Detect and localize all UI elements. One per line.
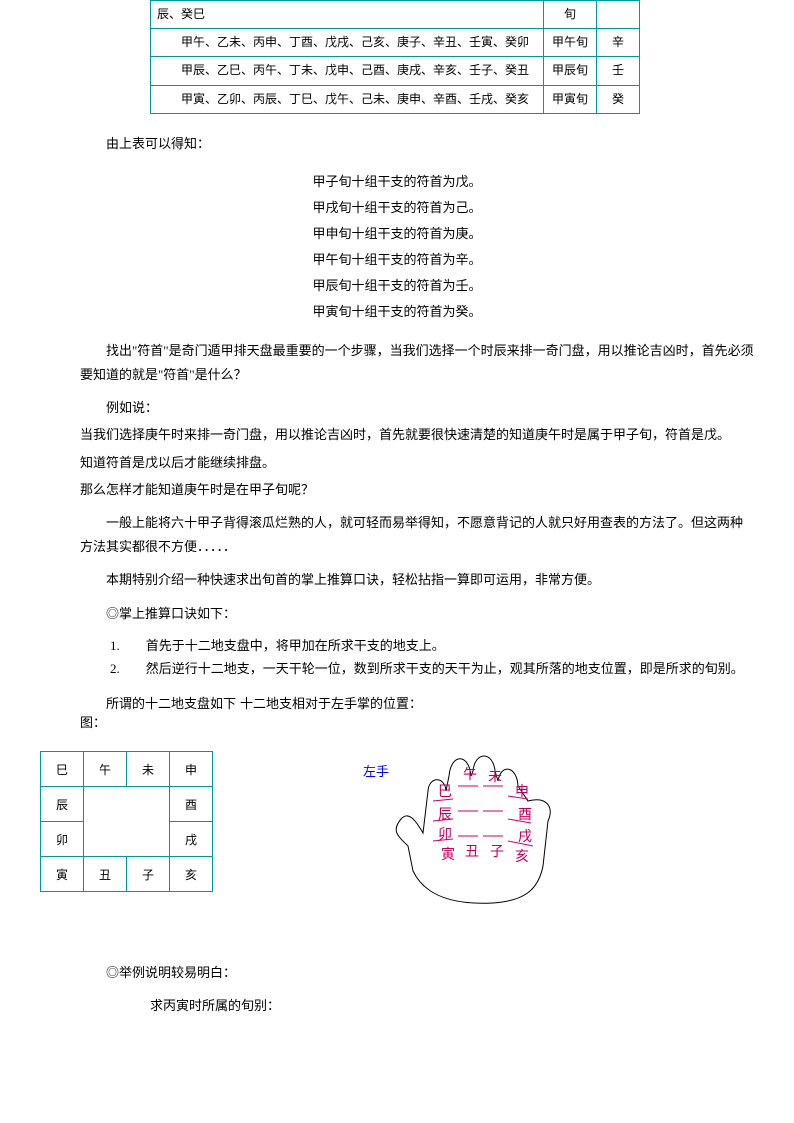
zodiac-cell: 卯: [41, 822, 84, 857]
paragraph: 当我们选择庚午时来排一奇门盘，用以推论吉凶时，首先就要很快速清楚的知道庚午时是属…: [80, 423, 754, 446]
summary-line: 甲寅旬十组干支的符首为癸。: [40, 299, 754, 325]
table-cell: 甲辰旬: [544, 57, 597, 85]
paragraph: 求丙寅时所属的旬别：: [150, 994, 754, 1017]
zodiac-cell: 丑: [84, 857, 127, 892]
paragraph: ◎掌上推算口诀如下：: [80, 602, 754, 625]
paragraph: 本期特别介绍一种快速求出旬首的掌上推算口诀，轻松拈指一算即可运用，非常方便。: [80, 568, 754, 591]
paragraph: 由上表可以得知：: [80, 132, 754, 155]
svg-text:寅: 寅: [441, 846, 455, 863]
zodiac-cell: 亥: [170, 857, 213, 892]
numbered-list: 1. 首先于十二地支盘中，将甲加在所求干支的地支上。 2. 然后逆行十二地支，一…: [110, 635, 754, 677]
center-summary: 甲子旬十组干支的符首为戊。 甲戌旬十组干支的符首为己。 甲申旬十组干支的符首为庚…: [40, 169, 754, 325]
summary-line: 甲午旬十组干支的符首为辛。: [40, 247, 754, 273]
table-cell: 甲午旬: [544, 29, 597, 57]
zodiac-cell: 午: [84, 752, 127, 787]
table-cell: 旬: [544, 1, 597, 29]
list-item: 2. 然后逆行十二地支，一天干轮一位，数到所求干支的天干为止，观其所落的地支位置…: [110, 658, 754, 677]
hand-icon: 巳 午 未 申 辰 酉 卯 戌 寅 丑 子 亥: [353, 741, 613, 921]
table-cell: 甲寅、乙卯、丙辰、丁巳、戊午、己未、庚申、辛酉、壬戌、癸亥: [151, 85, 544, 113]
zodiac-grid: 巳 午 未 申 辰 酉 卯 戌 寅 丑 子: [40, 751, 213, 892]
stem-branch-table: 辰、癸巳 旬 甲午、乙未、丙申、丁酉、戊戌、己亥、庚子、辛丑、壬寅、癸卯 甲午旬…: [150, 0, 640, 114]
svg-text:辰: 辰: [438, 807, 452, 823]
paragraph: 一般上能将六十甲子背得滚瓜烂熟的人，就可轻而易举得知，不愿意背记的人就只好用查表…: [80, 511, 754, 558]
svg-text:卯: 卯: [438, 827, 452, 843]
list-item: 1. 首先于十二地支盘中，将甲加在所求干支的地支上。: [110, 635, 754, 654]
zodiac-cell: 寅: [41, 857, 84, 892]
table-cell: 辛: [597, 29, 640, 57]
zodiac-cell: 酉: [170, 787, 213, 822]
table-cell: 辰、癸巳: [151, 1, 544, 29]
svg-text:戌: 戌: [518, 829, 532, 845]
summary-line: 甲辰旬十组干支的符首为壬。: [40, 273, 754, 299]
hand-diagram: 左手 巳 午 未 申: [353, 741, 613, 921]
svg-text:子: 子: [490, 844, 504, 860]
paragraph: 那么怎样才能知道庚午时是在甲子旬呢？: [80, 478, 754, 501]
paragraph: 找出"符首"是奇门遁甲排天盘最重要的一个步骤，当我们选择一个时辰来排一奇门盘，用…: [80, 339, 754, 386]
svg-text:午: 午: [463, 767, 477, 783]
zodiac-cell: 辰: [41, 787, 84, 822]
zodiac-cell: 申: [170, 752, 213, 787]
summary-line: 甲申旬十组干支的符首为庚。: [40, 221, 754, 247]
table-cell: 癸: [597, 85, 640, 113]
svg-text:申: 申: [515, 784, 529, 800]
svg-text:酉: 酉: [518, 808, 532, 823]
svg-text:亥: 亥: [515, 849, 529, 865]
label: 十二地支相对于左手掌的位置：: [240, 693, 422, 731]
zodiac-cell: 巳: [41, 752, 84, 787]
table-cell: 壬: [597, 57, 640, 85]
zodiac-cell: 子: [127, 857, 170, 892]
summary-line: 甲子旬十组干支的符首为戊。: [40, 169, 754, 195]
label: 所谓的十二地支盘如下图：: [80, 693, 240, 731]
table-cell: 甲辰、乙巳、丙午、丁未、戊申、己酉、庚戌、辛亥、壬子、癸丑: [151, 57, 544, 85]
svg-text:丑: 丑: [465, 845, 479, 860]
paragraph: 例如说：: [80, 396, 754, 419]
paragraph: 知道符首是戊以后才能继续排盘。: [80, 451, 754, 474]
paragraph: ◎举例说明较易明白：: [80, 961, 754, 984]
table-cell: 甲午、乙未、丙申、丁酉、戊戌、己亥、庚子、辛丑、壬寅、癸卯: [151, 29, 544, 57]
summary-line: 甲戌旬十组干支的符首为己。: [40, 195, 754, 221]
table-cell: [597, 1, 640, 29]
svg-text:未: 未: [488, 769, 502, 785]
zodiac-cell: 未: [127, 752, 170, 787]
zodiac-cell: 戌: [170, 822, 213, 857]
table-cell: 甲寅旬: [544, 85, 597, 113]
svg-text:巳: 巳: [438, 785, 452, 800]
